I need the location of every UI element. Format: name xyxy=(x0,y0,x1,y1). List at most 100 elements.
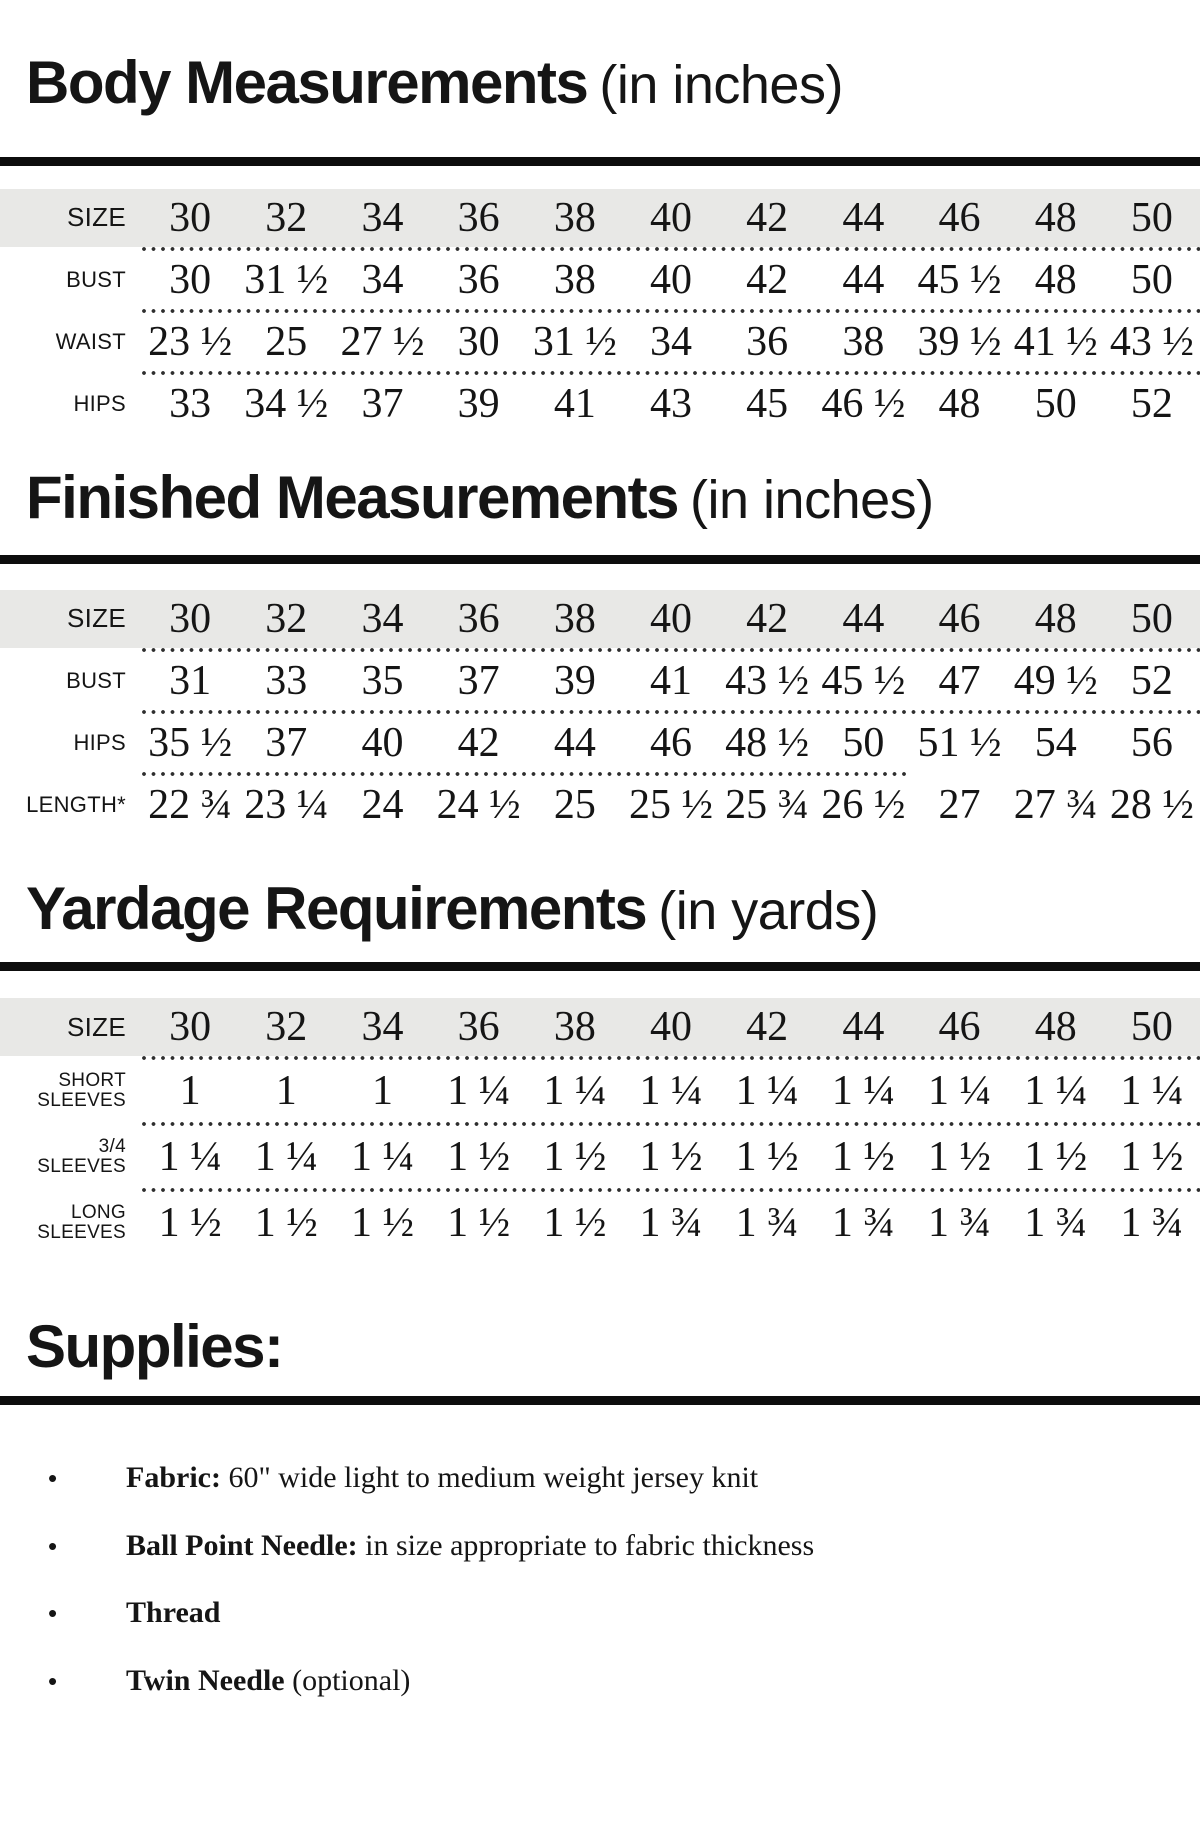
dotted-divider xyxy=(142,709,1200,714)
table-cell: 1 ½ xyxy=(158,1200,222,1247)
row-label: BUST xyxy=(66,668,126,694)
yardage-requirements-title: Yardage Requirements (in yards) xyxy=(26,874,1200,945)
table-cell: 22 ¾ xyxy=(148,781,233,828)
table-cell: 34 ½ xyxy=(244,380,329,427)
table-cell: 1 ¼ xyxy=(1120,1068,1184,1115)
table-cell: 43 xyxy=(649,380,692,427)
table-row: LENGTH* 22 ¾ 23 ¼ 24 24 ½ 25 25 ½ 25 ¾ 26 ½ 27 27 … xyxy=(0,776,1200,834)
table-cell: 38 xyxy=(553,194,596,241)
table-row: BUST 31 33 35 37 39 41 43 ½ 45 ½ 47 49 ½ 52 xyxy=(0,652,1200,710)
table-cell: 42 xyxy=(457,719,500,766)
row-label: LENGTH* xyxy=(26,792,126,818)
table-cell: 42 xyxy=(746,1004,789,1051)
table-cell: 48 xyxy=(1034,1004,1077,1051)
table-cell: 43 ½ xyxy=(725,657,810,704)
table-cell: 1 ½ xyxy=(928,1134,992,1181)
table-cell: 45 ½ xyxy=(821,657,906,704)
table-cell: 37 xyxy=(265,719,308,766)
row-label: SHORT SLEEVES xyxy=(37,1070,126,1112)
supply-text: Fabric: 60" wide light to medium weight … xyxy=(126,1461,758,1496)
table-cell: 30 xyxy=(169,256,212,303)
table-cell: 41 xyxy=(649,657,692,704)
supply-item: • Fabric: 60" wide light to medium weight… xyxy=(48,1461,1200,1496)
table-row: LONG SLEEVES 1 ½ 1 ½ 1 ½ 1 ½ 1 ½ 1 ¾ 1 ¾ 1 ¾ 1 ¾ 1… xyxy=(0,1192,1200,1254)
table-cell: 50 xyxy=(1130,256,1173,303)
table-cell: 56 xyxy=(1130,719,1173,766)
table-cell: 39 xyxy=(457,380,500,427)
section-rule xyxy=(0,554,1200,564)
table-cell: 1 xyxy=(275,1068,297,1115)
table-cell: 34 xyxy=(649,318,692,365)
table-cell: 54 xyxy=(1034,719,1077,766)
table-cell: 1 ¼ xyxy=(158,1134,222,1181)
section-title-text: Yardage Requirements xyxy=(26,874,648,942)
table-cell: 38 xyxy=(553,1004,596,1051)
yardage-requirements-table: SIZE 30 32 34 36 38 40 42 44 46 48 50 SHORT SLEEVES 1… xyxy=(0,998,1200,1254)
section-title-units: (in yards) xyxy=(658,880,879,941)
finished-measurements-title: Finished Measurements (in inches) xyxy=(26,463,1200,534)
table-cell: 49 ½ xyxy=(1013,657,1098,704)
table-cell: 40 xyxy=(649,256,692,303)
bullet-icon: • xyxy=(48,1665,58,1696)
table-cell: 1 ¼ xyxy=(639,1068,703,1115)
table-cell: 32 xyxy=(265,1004,308,1051)
dotted-divider xyxy=(142,1056,1200,1061)
supplies-list: • Fabric: 60" wide light to medium weight… xyxy=(48,1461,1200,1698)
table-cell: 25 xyxy=(553,781,596,828)
table-cell: 38 xyxy=(553,595,596,642)
table-cell: 1 ¼ xyxy=(447,1068,511,1115)
dotted-divider xyxy=(142,1188,1200,1193)
table-cell: 48 xyxy=(938,380,981,427)
table-cell: 42 xyxy=(746,194,789,241)
table-cell: 36 xyxy=(746,318,789,365)
table-cell: 42 xyxy=(746,256,789,303)
table-cell: 43 ½ xyxy=(1109,318,1194,365)
table-cell: 39 ½ xyxy=(917,318,1002,365)
table-cell: 33 xyxy=(169,380,212,427)
supplies-title: Supplies: xyxy=(26,1313,284,1381)
table-row: HIPS 35 ½ 37 40 42 44 46 48 ½ 50 51 ½ 54 56 xyxy=(0,714,1200,772)
table-cell: 1 ½ xyxy=(447,1200,511,1247)
table-cell: 50 xyxy=(842,719,885,766)
section-title-units: (in inches) xyxy=(599,55,843,115)
table-cell: 1 ¼ xyxy=(1024,1068,1088,1115)
supply-detail: 60" wide light to medium weight jersey k… xyxy=(220,1461,759,1495)
table-cell: 35 ½ xyxy=(148,719,233,766)
table-cell: 1 ¾ xyxy=(735,1200,799,1247)
table-cell: 46 xyxy=(938,194,981,241)
table-cell: 44 xyxy=(842,256,885,303)
table-cell: 42 xyxy=(746,595,789,642)
table-cell: 36 xyxy=(457,194,500,241)
section-rule xyxy=(0,1396,1200,1406)
table-cell: 25 xyxy=(265,318,308,365)
table-cell: 1 ¾ xyxy=(639,1200,703,1247)
table-header-row: SIZE 30 32 34 36 38 40 42 44 46 48 50 xyxy=(0,998,1200,1057)
table-cell: 25 ½ xyxy=(628,781,713,828)
table-cell: 39 xyxy=(553,657,596,704)
table-cell: 40 xyxy=(361,719,404,766)
table-cell: 1 ¼ xyxy=(735,1068,799,1115)
table-cell: 38 xyxy=(842,318,885,365)
table-cell: 30 xyxy=(169,595,212,642)
table-cell: 44 xyxy=(553,719,596,766)
table-cell: 31 xyxy=(169,657,212,704)
table-cell: 44 xyxy=(842,1004,885,1051)
body-measurements-title: Body Measurements (in inches) xyxy=(26,48,1200,119)
table-cell: 1 ½ xyxy=(639,1134,703,1181)
table-cell: 40 xyxy=(649,1004,692,1051)
table-cell: 30 xyxy=(457,318,500,365)
table-cell: 48 xyxy=(1034,194,1077,241)
table-cell: 1 ¼ xyxy=(254,1134,318,1181)
supply-text: Twin Needle (optional) xyxy=(126,1664,410,1699)
table-cell: 48 xyxy=(1034,595,1077,642)
table-cell: 34 xyxy=(361,595,404,642)
supply-name: Thread xyxy=(126,1596,221,1630)
row-label: SIZE xyxy=(67,602,126,633)
supply-detail: (optional) xyxy=(284,1663,411,1697)
table-cell: 45 ½ xyxy=(917,256,1002,303)
dotted-divider xyxy=(142,647,1200,652)
table-cell: 30 xyxy=(169,1004,212,1051)
table-cell: 1 ½ xyxy=(735,1134,799,1181)
table-cell: 1 ¼ xyxy=(350,1134,414,1181)
table-cell: 25 ¾ xyxy=(725,781,810,828)
